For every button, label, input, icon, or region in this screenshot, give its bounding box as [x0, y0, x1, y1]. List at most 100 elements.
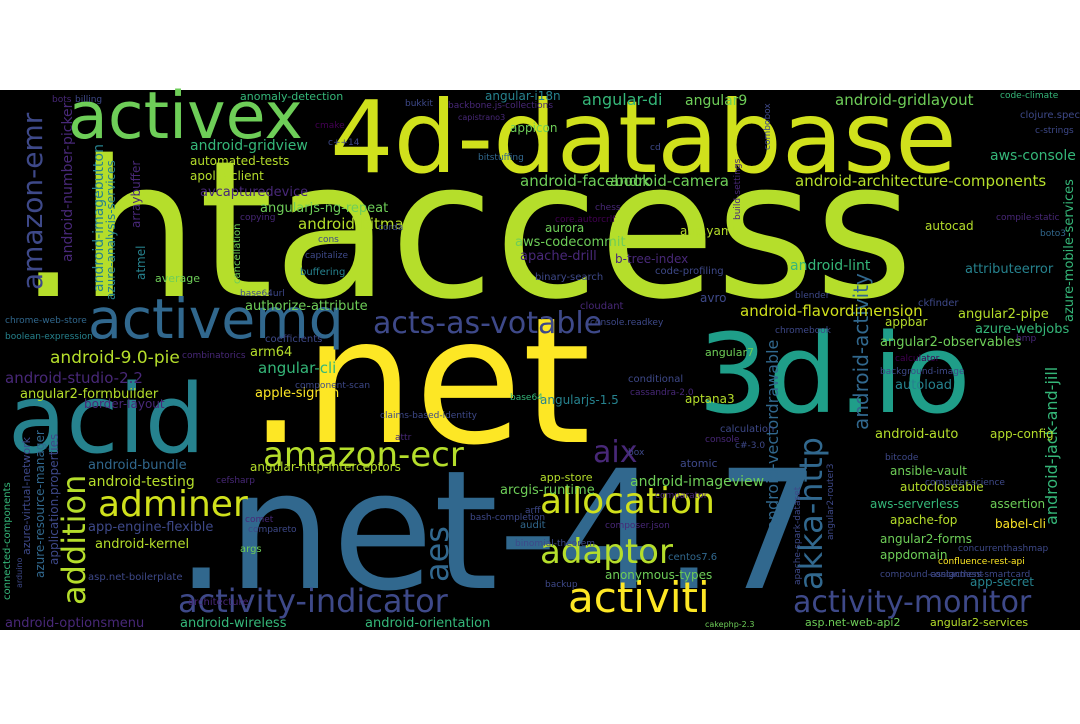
word: aes [418, 526, 456, 582]
word: android-number-picker [60, 102, 76, 262]
word: corda [378, 223, 403, 233]
word: background-image [880, 367, 965, 377]
word: cassandra-2.0 [630, 388, 694, 398]
word: core.autorcrlf [555, 215, 616, 225]
word: aws-serverless [870, 497, 959, 511]
word: angular2-pipe [958, 307, 1049, 322]
word: apache-spark-dataset [793, 486, 803, 585]
word: attributeerror [965, 262, 1054, 277]
word: .net [248, 281, 591, 484]
word: asp.net-boilerplate [88, 572, 183, 583]
word: c-strings [1035, 126, 1074, 136]
word: cakephp-2.3 [705, 620, 754, 629]
word: android-architecture-components [795, 172, 1046, 190]
word: compile-static [996, 213, 1059, 223]
word: comet [245, 515, 274, 525]
word: boolean-expression [5, 332, 93, 342]
word: cancellation [232, 224, 243, 284]
word: .htaccess [18, 120, 914, 341]
word: angular-http-interceptors [250, 460, 401, 474]
word: automated-tests [190, 154, 289, 168]
word: adminer [98, 484, 248, 525]
word: allocation [540, 481, 715, 522]
word: cmake [315, 121, 345, 131]
word: akka-http [792, 437, 830, 590]
word: 4d-database [330, 79, 957, 196]
word: appicon [510, 121, 557, 135]
word: android-gridview [190, 138, 308, 154]
word: angular2-formbuilder [20, 387, 159, 402]
word: angularjs-ng-repeat [260, 201, 388, 216]
word: bukkit [405, 99, 433, 109]
word: aws-codecommit [515, 235, 626, 250]
word: ansible-vault [890, 464, 967, 478]
word: aws-console [990, 148, 1076, 164]
word: android-lint [790, 258, 871, 274]
word: build-settings [733, 158, 743, 220]
word: chromebook [775, 326, 832, 336]
word: confluence-rest-api [938, 557, 1025, 567]
word: angular9 [685, 93, 747, 109]
word: console [705, 435, 740, 445]
word: cloudant [580, 301, 624, 312]
word: binomial-theorem [515, 539, 595, 549]
word: conditional [628, 374, 683, 385]
word: combinatorics [182, 351, 246, 361]
word: base64url [240, 289, 285, 299]
word: addition [55, 475, 93, 605]
word: autocad [925, 219, 974, 233]
word: azure-resource-manager [33, 430, 47, 578]
word: android-studio-2.2 [5, 369, 143, 387]
word: arduino [15, 558, 24, 588]
word: avcapturedevice [200, 185, 308, 200]
word: coefficients [265, 334, 322, 345]
word: android-9.0-pie [50, 348, 180, 368]
word: calculator [895, 354, 940, 364]
word: bash-completion [470, 513, 545, 523]
word: android-wireless [180, 616, 287, 631]
word: calculation [720, 424, 774, 435]
word: appbar [885, 315, 928, 329]
word: computer-science [925, 478, 1005, 488]
word: android-flavordimension [740, 302, 923, 320]
word: anonymous-types [605, 568, 712, 582]
word: angular2-observables [880, 335, 1022, 350]
word: authorize-attribute [245, 299, 368, 314]
word: chess [595, 203, 621, 213]
word: android-kernel [95, 537, 189, 552]
word: atmel [134, 246, 148, 280]
word: app.yaml [680, 224, 736, 238]
word: backup [545, 580, 578, 590]
word: blender [795, 291, 830, 301]
word: concurrenthashmap [958, 544, 1049, 554]
word: base64 [510, 393, 543, 403]
word: apollo-client [190, 169, 264, 183]
word: .net-4.7 [175, 435, 820, 627]
word: args [240, 544, 262, 555]
word: anomaly-detection [240, 90, 343, 103]
word: activiti [568, 573, 710, 622]
word: acts-as-votable [373, 306, 602, 341]
word: cd [650, 143, 661, 153]
word: android-imageview [630, 474, 764, 490]
word: apache-fop [890, 513, 957, 527]
word: angular7 [705, 346, 754, 359]
word: app-store [540, 471, 593, 484]
word: bitcode [885, 453, 919, 463]
word: angular-cli [258, 359, 336, 377]
word: clojure.spec [1020, 110, 1080, 121]
word: amazon-emr [16, 112, 49, 290]
word: android-camera [610, 172, 729, 190]
word: billing [75, 95, 102, 105]
word: backbone.js-collections [448, 101, 553, 111]
word: capitalize [305, 251, 348, 261]
word: app-config [990, 427, 1054, 441]
word: android-activity [849, 273, 873, 430]
word: android-bitmap [298, 215, 413, 233]
word: app-engine-flexible [88, 520, 213, 535]
word: cefsharp [216, 476, 255, 486]
word: angular-i18n [485, 89, 561, 103]
word: bmp [1016, 334, 1036, 344]
word: attr [395, 433, 412, 443]
